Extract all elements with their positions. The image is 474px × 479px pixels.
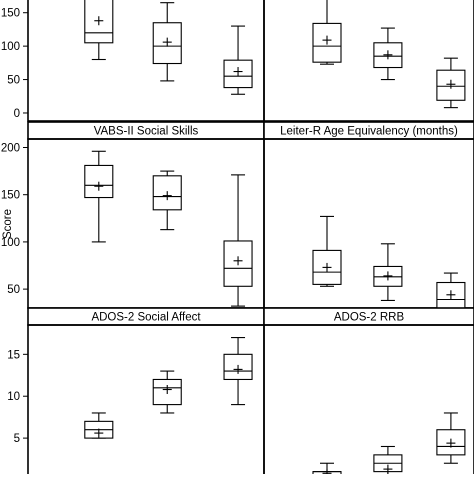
box-group-3	[223, 337, 253, 406]
box-group-1	[312, 215, 342, 287]
panel-frame	[263, 324, 474, 479]
box-group-2	[152, 2, 182, 82]
y-tick-label: 0	[14, 108, 20, 120]
panel-title: ADOS-2 RRB	[334, 312, 405, 324]
box-group-3	[223, 25, 253, 95]
box-group-3	[436, 57, 466, 109]
box-group-3	[436, 272, 466, 314]
panel-title: VABS-II Social Skills	[94, 126, 199, 138]
y-tick-label: 150	[1, 190, 20, 202]
box-group-2	[152, 370, 182, 414]
panel-title: ADOS-2 Social Affect	[91, 312, 201, 324]
y-tick-label: 15	[7, 349, 20, 361]
box-group-2	[373, 445, 403, 479]
panel-1: 0 50 100 150	[1, 0, 265, 122]
y-tick-label: 100	[1, 237, 20, 249]
panel-6: ADOS-2 RRB	[263, 307, 474, 479]
panel-frame	[263, 0, 474, 122]
panel-5: ADOS-2 Social Affect 5 10 15	[7, 307, 265, 479]
y-tick-label: 10	[7, 391, 20, 403]
box-group-2	[373, 27, 403, 81]
panel-4: Leiter-R Age Equivalency (months)	[263, 121, 474, 314]
box-group-1	[312, 462, 342, 479]
panel-2	[263, 0, 474, 122]
box-group-3	[223, 174, 253, 307]
box-group-3	[436, 412, 466, 464]
panel-frame	[27, 324, 265, 479]
panel-3: VABS-II Social Skills 50 100 150 200	[1, 121, 265, 309]
y-tick-label: 50	[7, 75, 20, 87]
y-tick-label: 100	[1, 41, 20, 53]
box-group-1	[84, 0, 114, 61]
box-group-1	[84, 150, 114, 243]
box-iqr	[84, 164, 114, 199]
y-tick-label: 150	[1, 8, 20, 20]
y-tick-label: 5	[14, 433, 20, 445]
box-group-2	[373, 243, 403, 301]
box-group-2	[152, 170, 182, 231]
y-tick-label: 200	[1, 142, 20, 154]
y-axis-label: Score	[2, 209, 14, 239]
box-group-1	[312, 0, 342, 65]
box-group-1	[84, 412, 114, 439]
y-tick-label: 50	[7, 284, 20, 296]
panel-title: Leiter-R Age Equivalency (months)	[280, 126, 458, 138]
